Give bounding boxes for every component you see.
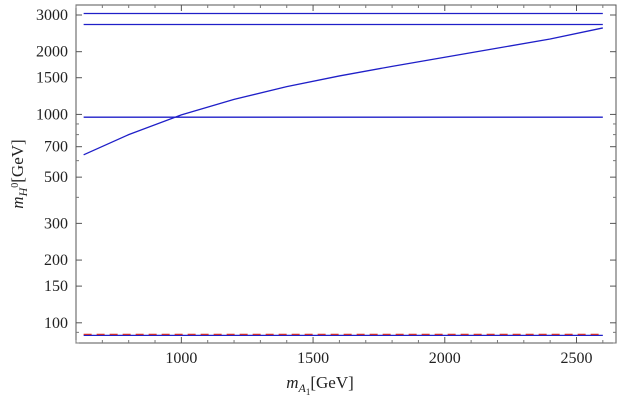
plot-frame <box>75 4 617 344</box>
axis-ticks: 1000 1500 2000 2500 100 150 200 300 500 700 1000 15… <box>36 5 616 367</box>
y-tick-label: 1000 <box>36 106 68 123</box>
y-tick-label: 150 <box>44 278 68 295</box>
x-tick-label: 1500 <box>297 350 329 367</box>
y-axis-label: mH0[GeV] <box>8 139 30 208</box>
y-tick-label: 500 <box>44 169 68 186</box>
y-tick-label: 3000 <box>36 7 68 24</box>
y-tick-label: 200 <box>44 252 68 269</box>
x-tick-label: 1000 <box>165 350 197 367</box>
y-tick-label: 2000 <box>36 44 68 61</box>
series-line-6 <box>83 27 603 156</box>
x-axis-label: mA1[GeV] <box>286 373 354 397</box>
x-tick-label: 2500 <box>560 350 592 367</box>
series-group <box>83 12 603 337</box>
y-tick-label: 700 <box>44 139 68 156</box>
y-tick-label: 1500 <box>36 70 68 87</box>
x-tick-label: 2000 <box>429 350 461 367</box>
y-tick-label: 300 <box>44 215 68 232</box>
y-tick-label: 100 <box>44 315 68 332</box>
